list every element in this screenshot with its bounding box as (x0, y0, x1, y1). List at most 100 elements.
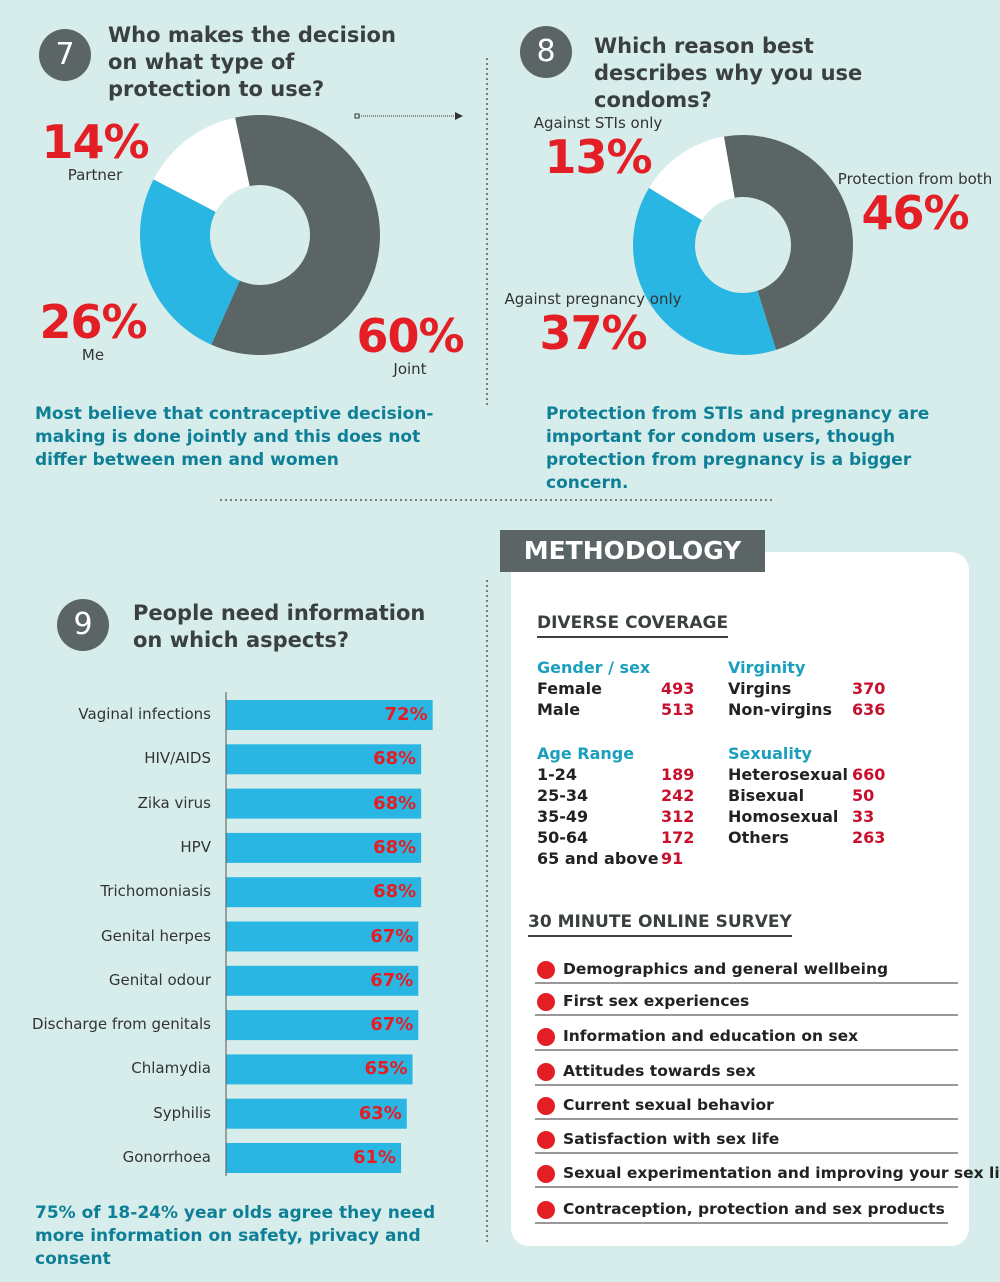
chart-title: Who makes the decision on what type of p… (108, 23, 396, 101)
chart-title: Which reason best describes why you use … (594, 34, 863, 112)
row-label: Non-virgins (728, 700, 833, 719)
value-label: 67% (370, 1014, 414, 1036)
row-label: Male (537, 700, 581, 719)
category-label: Discharge from genitals (31, 1015, 211, 1034)
category-label: Zika virus (137, 793, 211, 812)
group-title: Virginity (728, 658, 806, 677)
methodology-tab (500, 530, 765, 572)
row-label: Homosexual (728, 807, 839, 826)
bar (226, 877, 422, 908)
survey-item: Current sexual behavior (563, 1096, 774, 1114)
group-title: Age Range (537, 744, 635, 763)
donut-segment (633, 187, 777, 356)
bar (226, 788, 422, 819)
category-label: Against STIs only (533, 114, 663, 132)
section-number: 7 (39, 29, 91, 81)
value-label: 13% (544, 130, 652, 184)
category-label: Protection from both (837, 170, 993, 188)
group-title: Gender / sex (537, 658, 651, 677)
section-number: 8 (520, 26, 572, 78)
survey-item: First sex experiences (563, 992, 750, 1010)
bar (226, 832, 422, 863)
bullet (537, 1063, 555, 1081)
category-label: HIV/AIDS (144, 749, 211, 768)
category-label: Genital herpes (100, 926, 211, 945)
category-label: Chlamydia (131, 1059, 211, 1078)
row-label: Heterosexual (728, 765, 848, 784)
survey-title: 30 MINUTE ONLINE SURVEY (528, 912, 792, 937)
bar (226, 921, 419, 952)
survey-item: Satisfaction with sex life (563, 1130, 780, 1148)
donut-segment (153, 117, 250, 212)
bar (226, 965, 419, 996)
row-label: Bisexual (728, 786, 805, 805)
row-label: Others (728, 828, 789, 847)
value-label: 68% (373, 881, 417, 903)
row-value: 636 (852, 700, 886, 719)
category-label: HPV (180, 837, 211, 856)
survey-item: Sexual experimentation and improving you… (563, 1164, 1000, 1182)
coverage-title: DIVERSE COVERAGE (537, 613, 729, 638)
donut-segment (139, 179, 240, 345)
bar (226, 1143, 402, 1173)
bullet (537, 993, 555, 1011)
row-value: 172 (661, 828, 695, 847)
bar (226, 744, 422, 775)
row-label: 25-34 (537, 786, 589, 805)
category-label: Gonorrhoea (122, 1148, 211, 1166)
row-label: Female (537, 679, 602, 698)
donut-segment (723, 134, 854, 350)
value-label: 14% (41, 115, 149, 169)
survey-item: Information and education on sex (563, 1027, 859, 1045)
bar (226, 1054, 413, 1085)
value-label: 63% (358, 1102, 402, 1124)
value-label: 72% (384, 704, 428, 725)
survey-item: Demographics and general wellbeing (563, 960, 889, 978)
value-label: 26% (39, 295, 147, 349)
caption: 75% of 18-24% year olds agree they need … (35, 1203, 436, 1269)
segment-label: 14% Partner (5, 118, 185, 185)
value-label: 67% (370, 925, 414, 947)
value-label: 68% (373, 792, 417, 814)
bar (226, 700, 433, 730)
row-value: 493 (661, 679, 695, 698)
survey-item: Contraception, protection and sex produc… (563, 1200, 945, 1218)
row-value: 242 (661, 786, 695, 805)
donut-segment (211, 115, 380, 356)
value-label: 46% (861, 186, 969, 240)
category-label: Syphilis (153, 1103, 211, 1122)
value-label: 68% (373, 748, 417, 770)
caption: Protection from STIs and pregnancy are i… (546, 404, 930, 493)
row-value: 50 (852, 786, 875, 805)
segment-label: Against pregnancy only 37% (503, 290, 683, 357)
category-label: Partner (67, 166, 123, 184)
row-value: 370 (852, 679, 886, 698)
row-value: 660 (852, 765, 886, 784)
bar (226, 1098, 407, 1129)
category-label: Against pregnancy only (504, 290, 682, 308)
section-number: 9 (57, 599, 109, 651)
bullet (537, 1028, 555, 1046)
bullet (537, 1201, 555, 1219)
value-label: 37% (539, 306, 647, 360)
row-value: 513 (661, 700, 695, 719)
row-label: 1-24 (537, 765, 578, 784)
value-label: 67% (370, 969, 414, 991)
bullet (537, 1097, 555, 1115)
survey-item: Attitudes towards sex (563, 1062, 756, 1080)
segment-label: 26% Me (3, 298, 183, 365)
category-label: Joint (393, 360, 427, 378)
row-label: 50-64 (537, 828, 589, 847)
category-label: Genital odour (108, 970, 211, 989)
methodology-title: METHODOLOGY (523, 536, 742, 565)
segment-label: Against STIs only 13% (508, 114, 688, 181)
segment-label: Protection from both 46% (825, 170, 1000, 237)
chart-title: People need information on which aspects… (133, 601, 426, 652)
donut-segment (648, 136, 735, 221)
bullet (537, 1131, 555, 1149)
group-title: Sexuality (728, 744, 812, 763)
row-value: 189 (661, 765, 695, 784)
bullet (537, 961, 555, 979)
